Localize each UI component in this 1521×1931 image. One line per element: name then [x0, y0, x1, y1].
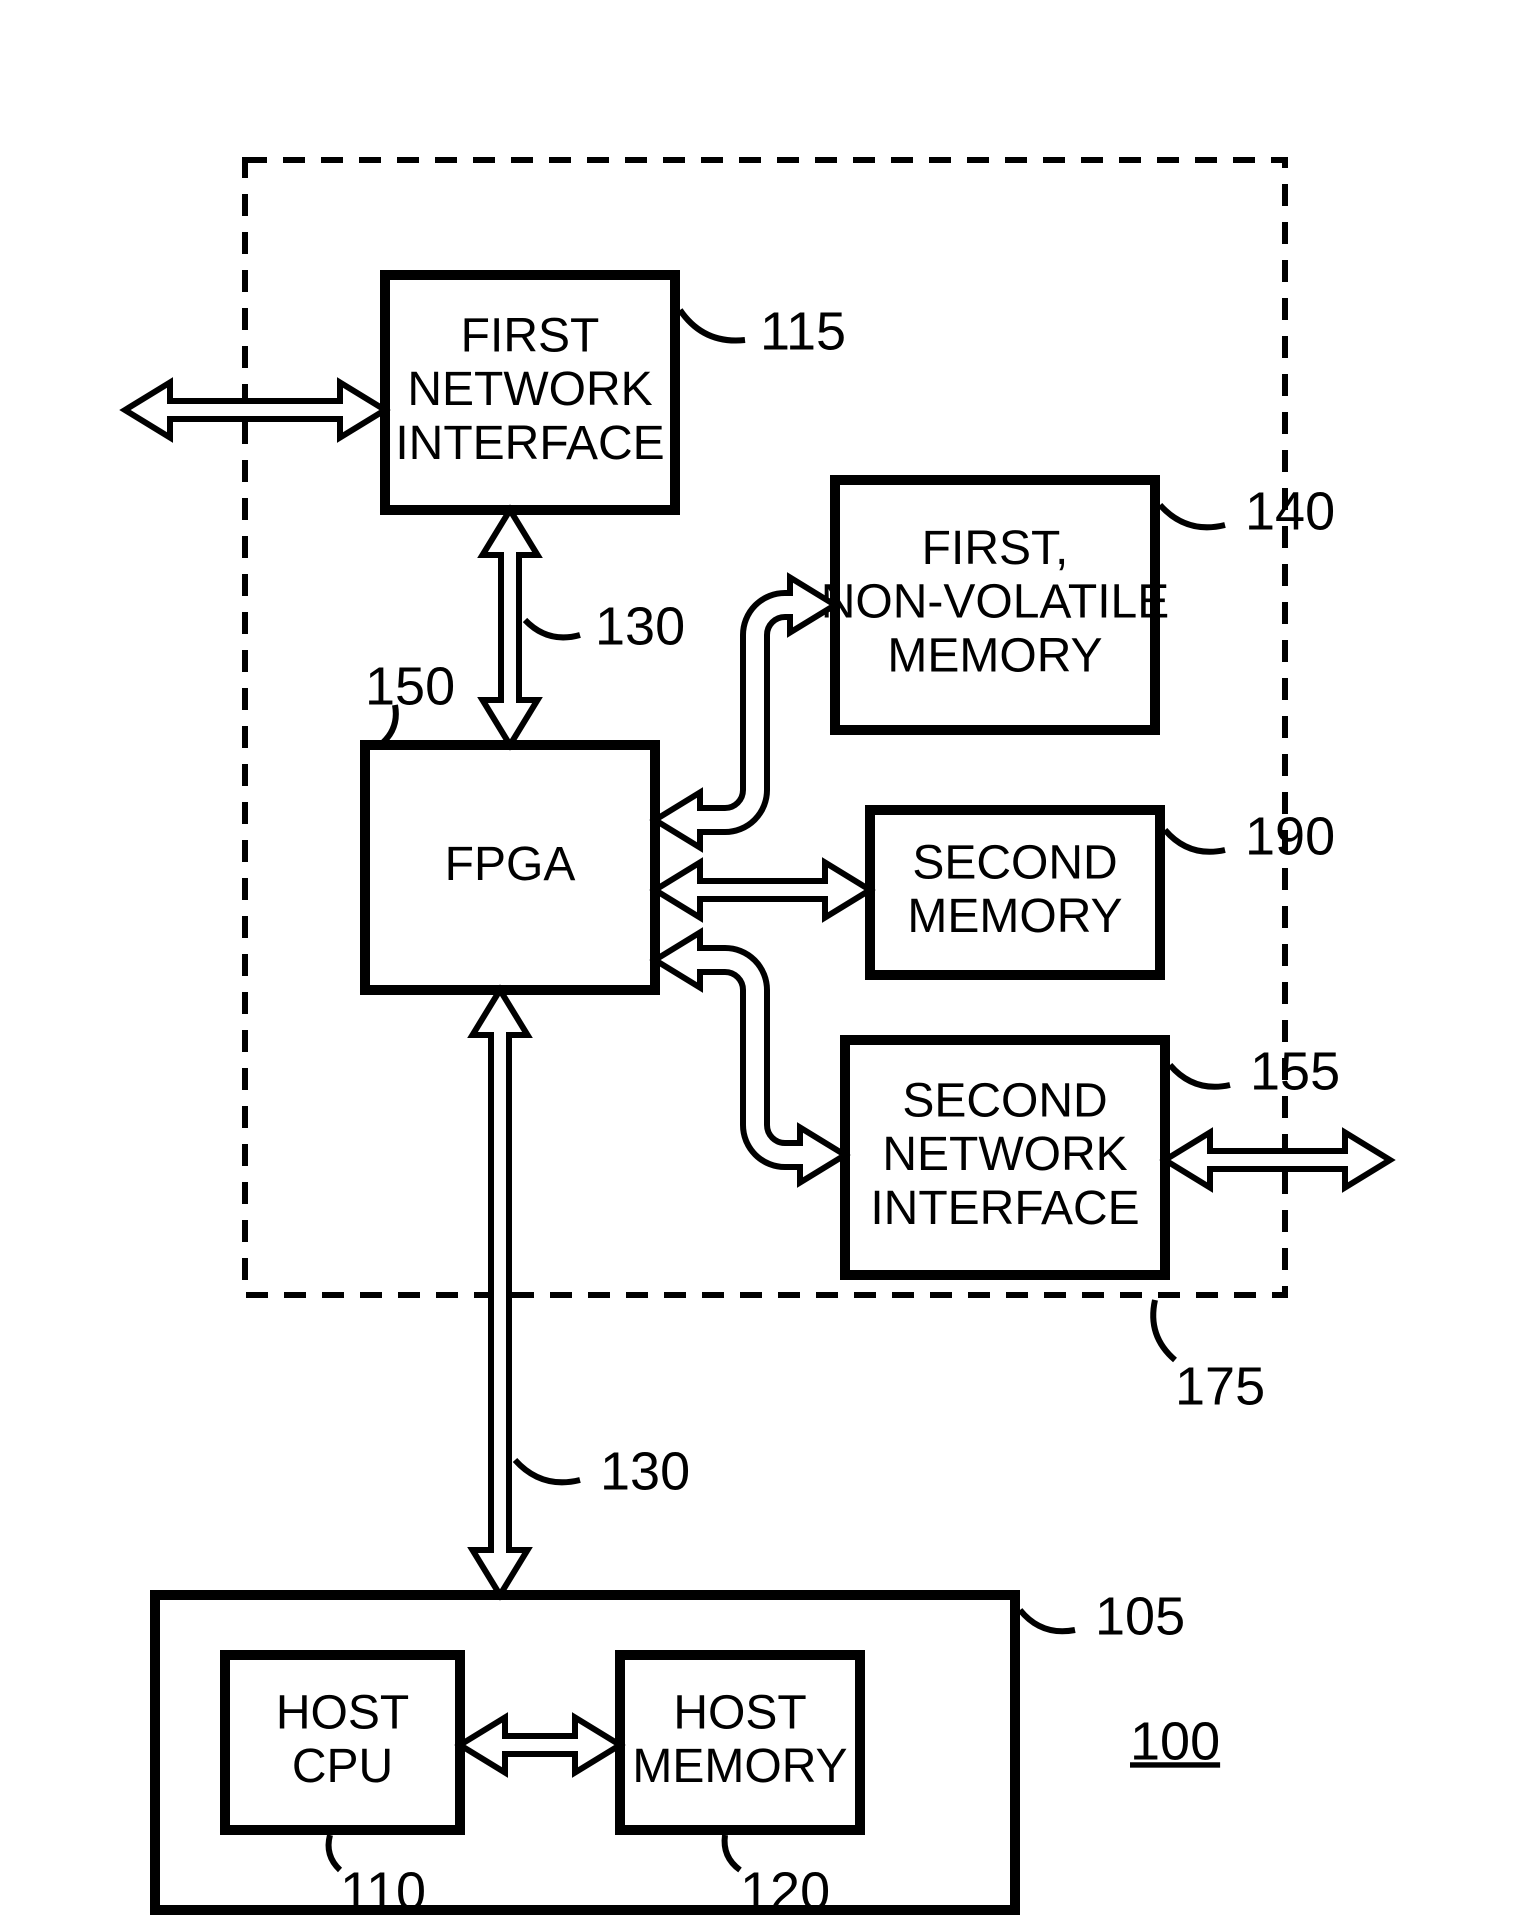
ref-label-120: 120: [740, 1861, 830, 1921]
host-memory-label: HOST: [673, 1686, 806, 1739]
fpga-label: FPGA: [445, 838, 576, 891]
host-cpu-label: CPU: [292, 1740, 393, 1793]
ref-label-190: 190: [1245, 806, 1335, 866]
leader-l105: [1020, 1610, 1075, 1631]
ref-label-150: 150: [365, 656, 455, 716]
first-nonvolatile-memory-label: NON-VOLATILE: [821, 576, 1170, 629]
ref-label-100: 100: [1130, 1711, 1220, 1771]
ref-label-155: 155: [1250, 1041, 1340, 1101]
double-arrow-fpga-secmem: [655, 863, 870, 918]
second-network-interface-label: SECOND: [902, 1074, 1107, 1127]
second-network-interface-label: NETWORK: [882, 1128, 1127, 1181]
double-arrow-fpga-secnet: [655, 933, 845, 1183]
second-memory-label: MEMORY: [907, 890, 1122, 943]
leader-l190: [1165, 830, 1225, 852]
first-network-interface-label: INTERFACE: [395, 417, 664, 470]
ref-label-175: 175: [1175, 1356, 1265, 1416]
leader-l130a: [525, 620, 580, 637]
first-network-interface-label: FIRST: [461, 309, 600, 362]
diagram-canvas: FIRSTNETWORKINTERFACEFPGAFIRST,NON-VOLAT…: [0, 0, 1521, 1931]
ref-label-140: 140: [1245, 481, 1335, 541]
first-network-interface-label: NETWORK: [407, 363, 652, 416]
host-memory-label: MEMORY: [632, 1740, 847, 1793]
second-network-interface-label: INTERFACE: [870, 1182, 1139, 1235]
first-nonvolatile-memory-label: MEMORY: [887, 629, 1102, 682]
ref-label-105: 105: [1095, 1586, 1185, 1646]
ref-label-115: 115: [760, 301, 846, 361]
host-cpu-label: HOST: [276, 1686, 409, 1739]
ref-label-130: 130: [600, 1441, 690, 1501]
ref-label-130: 130: [595, 596, 685, 656]
double-arrow-ext-right: [1165, 1133, 1390, 1188]
double-arrow-ext-left: [125, 383, 385, 438]
second-memory-label: SECOND: [912, 836, 1117, 889]
ref-label-110: 110: [340, 1861, 426, 1921]
leader-l175: [1153, 1300, 1175, 1360]
first-nonvolatile-memory-label: FIRST,: [922, 522, 1069, 575]
leader-l130b: [515, 1460, 580, 1482]
leader-l155: [1170, 1065, 1230, 1087]
leader-l140: [1160, 505, 1225, 527]
leader-l115: [680, 310, 745, 341]
